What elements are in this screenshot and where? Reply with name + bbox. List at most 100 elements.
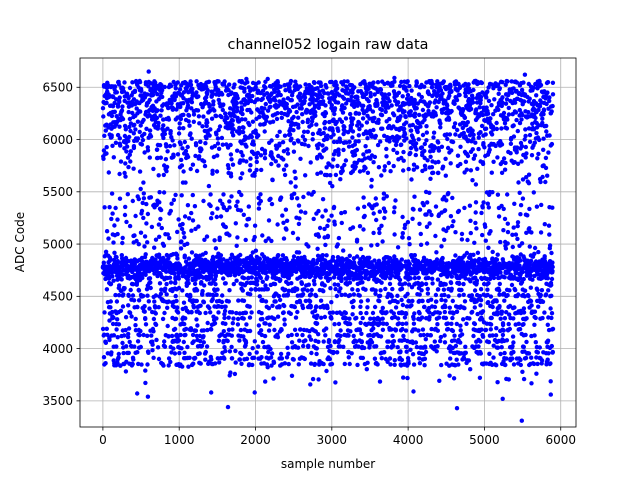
data-point	[419, 288, 424, 293]
data-point	[190, 218, 196, 223]
data-point	[347, 139, 352, 144]
data-point	[145, 92, 150, 97]
data-point	[138, 123, 143, 128]
data-point	[399, 286, 405, 291]
data-point	[349, 122, 355, 127]
data-point	[435, 344, 440, 349]
data-point	[288, 78, 294, 84]
data-point	[402, 126, 407, 132]
data-point	[290, 230, 296, 236]
data-point	[361, 195, 366, 200]
data-point	[277, 129, 282, 134]
data-point	[126, 350, 131, 356]
data-point	[127, 134, 132, 140]
data-point	[181, 230, 186, 235]
data-point	[334, 86, 340, 91]
data-point	[212, 321, 218, 326]
data-point	[165, 323, 170, 329]
data-point	[179, 157, 184, 163]
data-point	[262, 151, 268, 156]
data-point	[247, 304, 252, 309]
data-point	[370, 109, 376, 114]
data-point	[143, 272, 148, 277]
data-point	[434, 349, 439, 354]
data-point	[293, 176, 298, 181]
data-point	[127, 223, 133, 229]
data-point	[423, 167, 428, 172]
data-point	[395, 300, 400, 305]
data-point	[427, 190, 432, 195]
data-point	[453, 343, 459, 349]
data-point	[413, 152, 418, 158]
data-point	[223, 111, 228, 116]
data-point	[401, 149, 406, 155]
data-point	[282, 172, 288, 178]
data-point	[433, 204, 439, 209]
data-point	[355, 206, 361, 211]
data-point	[305, 117, 311, 123]
data-point	[407, 261, 412, 267]
data-point	[137, 129, 142, 135]
data-point	[356, 139, 361, 144]
data-point	[403, 114, 408, 120]
data-point	[302, 356, 307, 362]
data-point	[203, 349, 208, 355]
data-point	[225, 115, 230, 121]
data-point	[132, 88, 138, 94]
data-point	[399, 297, 404, 303]
data-point	[135, 339, 141, 344]
data-point	[132, 344, 137, 349]
data-point	[130, 80, 135, 85]
data-point	[178, 142, 183, 147]
data-point	[380, 305, 385, 311]
data-point	[198, 361, 203, 366]
data-point	[258, 153, 264, 158]
data-point	[156, 305, 161, 310]
data-point	[243, 340, 249, 345]
data-point	[472, 305, 477, 310]
data-point	[214, 214, 219, 220]
data-point	[126, 138, 131, 144]
data-point	[330, 164, 335, 169]
data-point	[331, 132, 336, 137]
data-point	[446, 117, 452, 122]
data-point	[131, 166, 136, 171]
data-point	[182, 235, 187, 240]
data-point	[217, 124, 223, 129]
data-point	[115, 259, 121, 264]
data-point	[412, 194, 417, 199]
data-point	[362, 345, 367, 351]
data-point	[322, 119, 328, 125]
data-point	[197, 351, 202, 356]
data-point	[274, 116, 280, 122]
data-point	[424, 138, 429, 143]
data-point	[268, 104, 273, 110]
data-point	[472, 288, 478, 293]
data-point	[364, 310, 369, 316]
data-point	[240, 153, 245, 158]
data-point	[266, 306, 272, 311]
data-point	[366, 99, 371, 104]
data-point	[460, 107, 466, 112]
data-point	[382, 215, 387, 221]
data-point	[109, 270, 115, 275]
data-point	[217, 360, 222, 365]
data-point	[193, 328, 199, 333]
data-point	[186, 281, 191, 286]
data-point	[115, 231, 120, 237]
data-point	[433, 292, 439, 298]
data-point	[404, 321, 409, 326]
data-point	[108, 305, 113, 310]
data-point	[181, 339, 186, 345]
data-point	[408, 150, 413, 156]
data-point	[188, 327, 194, 333]
data-point	[349, 94, 354, 100]
data-point	[323, 333, 328, 338]
data-point	[181, 169, 186, 174]
data-point	[405, 220, 411, 225]
data-point	[417, 361, 423, 366]
data-point	[114, 299, 120, 304]
data-point	[296, 362, 301, 367]
data-point	[398, 349, 403, 354]
data-point	[183, 180, 188, 185]
